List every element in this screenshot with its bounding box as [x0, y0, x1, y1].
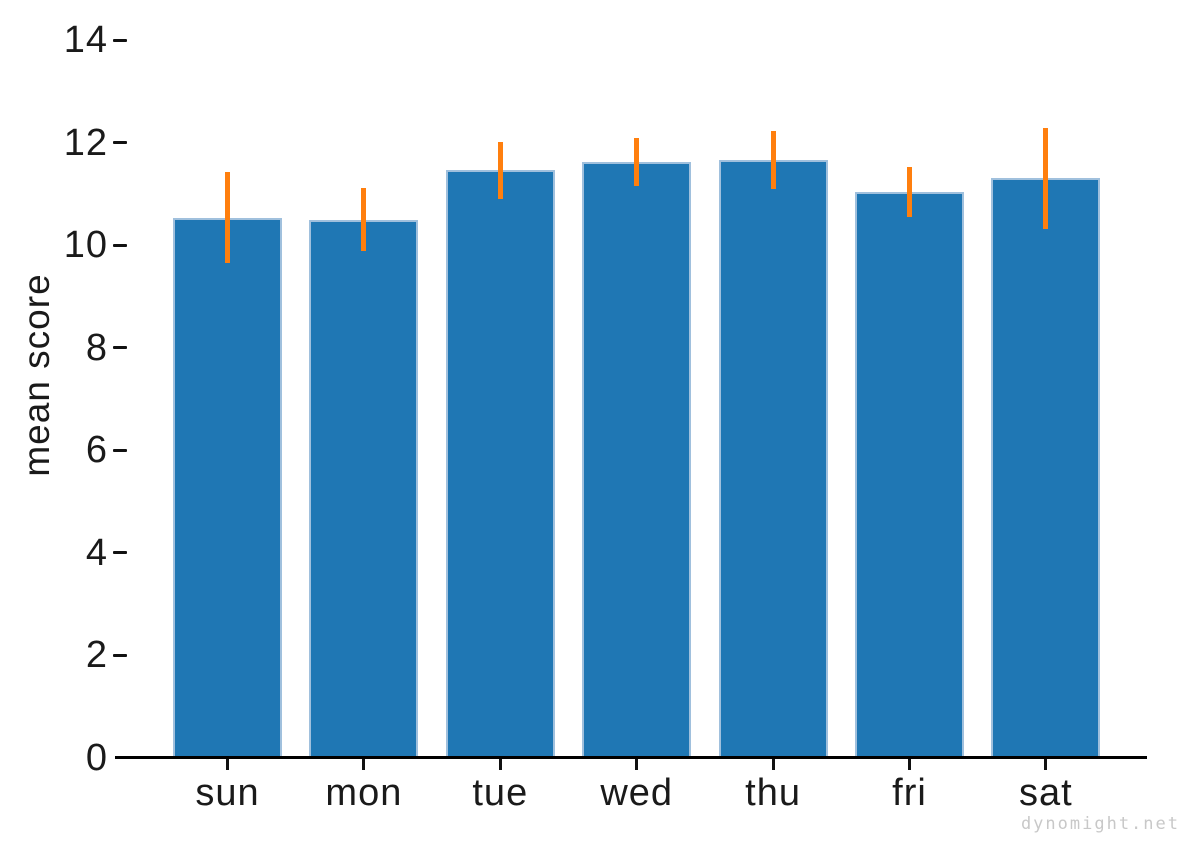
x-tick-mark: [362, 759, 366, 770]
error-bar: [907, 167, 912, 217]
bar: [173, 217, 282, 758]
bar: [855, 192, 964, 758]
x-tick-label: wed: [600, 772, 674, 814]
x-tick-label: tue: [472, 772, 529, 814]
bar: [309, 219, 419, 758]
x-tick-mark: [1044, 759, 1048, 770]
y-tick-mark: [113, 38, 127, 42]
error-bar: [361, 187, 367, 251]
y-tick-label: 10: [63, 224, 108, 267]
error-bar: [770, 130, 776, 189]
x-tick-label: sat: [1019, 772, 1073, 814]
y-tick-mark: [113, 346, 127, 350]
y-tick-label: 2: [85, 634, 108, 677]
x-axis-line: [115, 756, 1147, 759]
x-tick-label: mon: [325, 772, 403, 814]
y-tick-label: 4: [85, 531, 108, 574]
bar: [582, 162, 692, 758]
y-tick-label: 12: [63, 121, 108, 164]
x-tick-label: fri: [892, 772, 927, 814]
bar: [718, 160, 828, 758]
x-tick-mark: [635, 759, 639, 770]
x-tick-label: sun: [195, 772, 260, 814]
error-bar: [225, 172, 230, 264]
x-tick-mark: [226, 759, 229, 770]
y-tick-mark: [113, 141, 127, 145]
x-tick-mark: [498, 759, 502, 770]
y-tick-mark: [113, 653, 127, 657]
x-tick-mark: [908, 759, 911, 770]
y-tick-label: 8: [85, 326, 108, 369]
bar: [445, 169, 555, 758]
error-bar: [634, 138, 640, 186]
y-tick-mark: [113, 551, 127, 555]
error-bar: [1043, 128, 1049, 229]
x-tick-label: thu: [745, 772, 801, 814]
x-tick-mark: [771, 759, 775, 770]
y-tick-label: 6: [85, 429, 108, 472]
y-tick-label: 0: [85, 737, 108, 779]
watermark: dynomight.net: [1020, 814, 1180, 834]
bar: [991, 178, 1101, 758]
error-bar: [497, 141, 503, 199]
y-tick-mark: [113, 448, 127, 452]
y-tick-label: 14: [63, 19, 108, 61]
y-tick-mark: [113, 243, 127, 247]
